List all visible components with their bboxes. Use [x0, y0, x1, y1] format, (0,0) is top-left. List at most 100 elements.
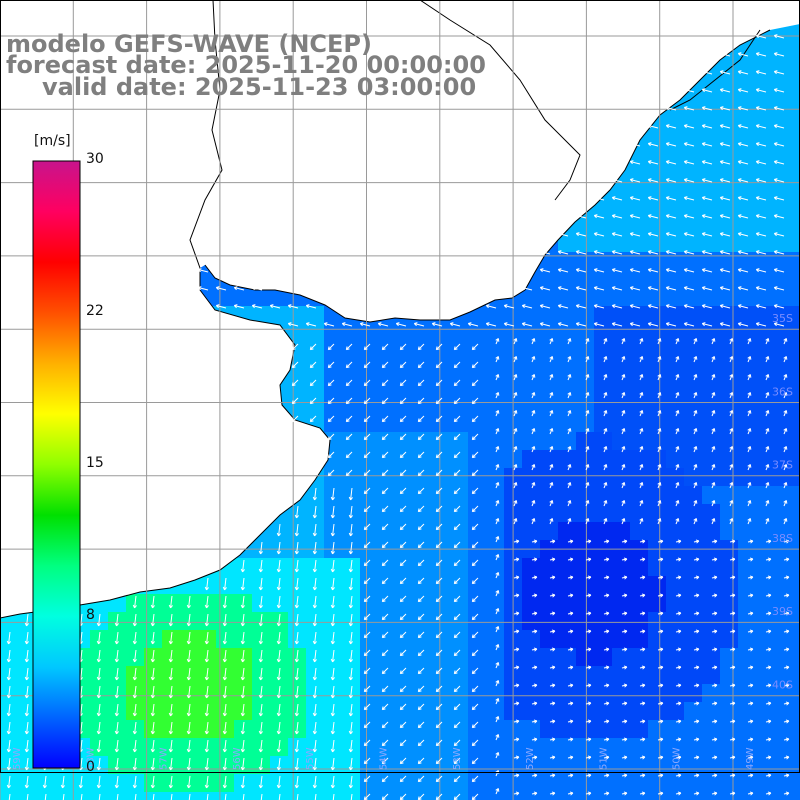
- wind-arrow: [755, 34, 767, 39]
- wind-speed-cell: [576, 666, 595, 685]
- wind-speed-cell: [630, 162, 649, 181]
- lon-label: 55W: [305, 747, 316, 770]
- wind-arrow: [683, 196, 695, 201]
- wind-speed-cell: [720, 252, 739, 271]
- wind-speed-cell: [720, 684, 739, 703]
- lon-label: 54W: [379, 747, 390, 770]
- wind-speed-cell: [756, 432, 775, 451]
- wind-speed-cell: [558, 360, 577, 379]
- wind-arrow: [647, 124, 659, 129]
- wind-speed-cell: [540, 522, 559, 541]
- wind-speed-cell: [720, 522, 739, 541]
- wind-arrow: [603, 518, 608, 525]
- wind-arrow: [513, 539, 520, 544]
- wind-arrow: [471, 595, 479, 603]
- wind-arrow: [417, 595, 425, 603]
- wind-arrow: [258, 595, 263, 609]
- wind-arrow: [495, 410, 500, 417]
- wind-arrow: [399, 577, 407, 585]
- wind-arrow: [783, 611, 790, 616]
- wind-arrow: [665, 160, 677, 165]
- wind-speed-cell: [594, 360, 613, 379]
- wind-arrow: [657, 611, 664, 616]
- wind-arrow: [330, 487, 335, 501]
- wind-speed-cell: [702, 270, 721, 289]
- wind-speed-cell: [702, 792, 721, 800]
- wind-arrow: [783, 575, 790, 580]
- wind-speed-cell: [738, 54, 757, 73]
- wind-arrow: [399, 361, 407, 369]
- wind-speed-cell: [738, 90, 757, 109]
- map-title-valid-date: valid date: 2025-11-23 03:00:00: [42, 73, 477, 101]
- wind-arrow: [417, 487, 425, 495]
- wind-arrow: [719, 88, 731, 93]
- wind-arrow: [399, 505, 407, 513]
- wind-speed-cell: [396, 792, 415, 800]
- wind-speed-cell: [774, 414, 793, 433]
- wind-arrow: [621, 428, 626, 435]
- wind-arrow: [345, 415, 353, 423]
- wind-speed-cell: [684, 234, 703, 253]
- wind-speed-cell: [738, 252, 757, 271]
- wind-speed-cell: [630, 702, 649, 721]
- wind-arrow: [575, 250, 587, 255]
- wind-speed-cell: [774, 252, 793, 271]
- wind-arrow: [693, 428, 698, 435]
- wind-arrow: [567, 410, 572, 417]
- wind-speed-cell: [792, 630, 800, 649]
- wind-speed-cell: [774, 486, 793, 505]
- wind-speed-cell: [630, 612, 649, 631]
- wind-speed-cell: [486, 396, 505, 415]
- wind-speed-cell: [594, 684, 613, 703]
- wind-speed-cell: [792, 648, 800, 667]
- wind-speed-cell: [756, 774, 775, 793]
- wind-arrow: [495, 374, 500, 381]
- wind-arrow: [737, 232, 749, 237]
- wind-arrow: [381, 541, 389, 549]
- wind-arrow: [729, 446, 734, 453]
- wind-arrow: [359, 322, 371, 327]
- wind-arrow: [765, 575, 772, 580]
- wind-speed-cell: [756, 90, 775, 109]
- wind-speed-cell: [558, 774, 577, 793]
- wind-speed-cell: [648, 612, 667, 631]
- wind-arrow: [719, 232, 731, 237]
- wind-speed-cell: [792, 360, 800, 379]
- wind-arrow: [639, 557, 646, 562]
- wind-arrow: [330, 631, 335, 645]
- wind-speed-cell: [486, 306, 505, 325]
- wind-arrow: [513, 428, 518, 435]
- wind-speed-cell: [558, 234, 577, 253]
- wind-speed-cell: [738, 738, 757, 757]
- wind-arrow: [567, 611, 574, 616]
- wind-speed-cell: [774, 504, 793, 523]
- wind-speed-cell: [792, 54, 800, 73]
- wind-arrow: [204, 631, 209, 645]
- wind-arrow: [531, 518, 536, 525]
- wind-speed-cell: [234, 792, 253, 800]
- wind-arrow: [621, 500, 626, 507]
- wind-speed-cell: [684, 144, 703, 163]
- wind-arrow: [639, 374, 644, 381]
- wind-speed-cell: [666, 288, 685, 307]
- wind-speed-cell: [540, 684, 559, 703]
- wind-arrow: [567, 338, 572, 345]
- wind-speed-cell: [648, 792, 667, 800]
- wind-speed-cell: [576, 774, 595, 793]
- wind-speed-cell: [792, 126, 800, 145]
- wind-speed-cell: [792, 684, 800, 703]
- wind-speed-cell: [630, 378, 649, 397]
- wind-arrow: [611, 268, 623, 273]
- wind-arrow: [312, 487, 317, 501]
- wind-arrow: [327, 379, 335, 387]
- wind-arrow: [399, 523, 407, 531]
- wind-arrow: [701, 196, 713, 201]
- wind-arrow: [471, 361, 479, 369]
- wind-arrow: [719, 196, 731, 201]
- wind-arrow: [294, 559, 299, 573]
- wind-speed-cell: [720, 306, 739, 325]
- wind-arrow: [312, 541, 317, 555]
- wind-speed-cell: [576, 486, 595, 505]
- wind-speed-cell: [540, 756, 559, 775]
- wind-arrow: [330, 505, 335, 519]
